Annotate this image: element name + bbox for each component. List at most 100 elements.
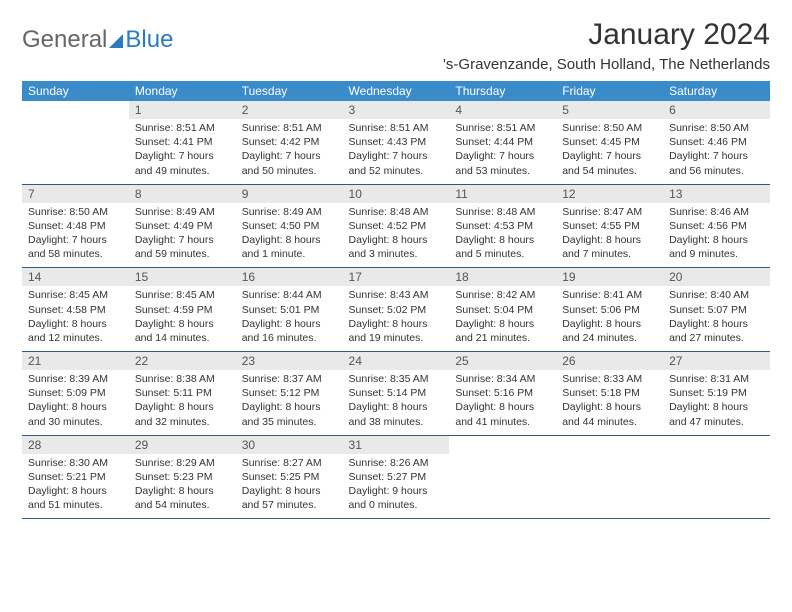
calendar-day-cell: 23Sunrise: 8:37 AMSunset: 5:12 PMDayligh…: [236, 352, 343, 436]
sunrise-line: Sunrise: 8:51 AM: [349, 121, 444, 135]
day-body: Sunrise: 8:43 AMSunset: 5:02 PMDaylight:…: [343, 286, 450, 351]
sunrise-line: Sunrise: 8:47 AM: [562, 205, 657, 219]
calendar-day-cell: 19Sunrise: 8:41 AMSunset: 5:06 PMDayligh…: [556, 268, 663, 352]
brand-part1: General: [22, 26, 107, 54]
sunset-line: Sunset: 5:06 PM: [562, 303, 657, 317]
sunset-line: Sunset: 4:43 PM: [349, 135, 444, 149]
daylight-line: Daylight: 8 hours and 35 minutes.: [242, 400, 337, 428]
sunrise-line: Sunrise: 8:33 AM: [562, 372, 657, 386]
calendar-day-cell: 18Sunrise: 8:42 AMSunset: 5:04 PMDayligh…: [449, 268, 556, 352]
daylight-line: Daylight: 7 hours and 50 minutes.: [242, 149, 337, 177]
sunrise-line: Sunrise: 8:45 AM: [28, 288, 123, 302]
day-body: Sunrise: 8:31 AMSunset: 5:19 PMDaylight:…: [663, 370, 770, 435]
sunset-line: Sunset: 5:11 PM: [135, 386, 230, 400]
sunrise-line: Sunrise: 8:50 AM: [669, 121, 764, 135]
calendar-day-cell: [663, 435, 770, 519]
day-number: 1: [129, 101, 236, 119]
day-body: Sunrise: 8:50 AMSunset: 4:48 PMDaylight:…: [22, 203, 129, 268]
brand-part2: Blue: [125, 26, 173, 54]
daylight-line: Daylight: 8 hours and 24 minutes.: [562, 317, 657, 345]
daylight-line: Daylight: 8 hours and 5 minutes.: [455, 233, 550, 261]
daylight-line: Daylight: 8 hours and 21 minutes.: [455, 317, 550, 345]
day-body: Sunrise: 8:44 AMSunset: 5:01 PMDaylight:…: [236, 286, 343, 351]
sunset-line: Sunset: 4:53 PM: [455, 219, 550, 233]
daylight-line: Daylight: 8 hours and 57 minutes.: [242, 484, 337, 512]
sunrise-line: Sunrise: 8:27 AM: [242, 456, 337, 470]
sunrise-line: Sunrise: 8:51 AM: [242, 121, 337, 135]
sunset-line: Sunset: 5:18 PM: [562, 386, 657, 400]
day-body: Sunrise: 8:39 AMSunset: 5:09 PMDaylight:…: [22, 370, 129, 435]
header: General Blue January 2024 's-Gravenzande…: [22, 18, 770, 73]
day-body: Sunrise: 8:38 AMSunset: 5:11 PMDaylight:…: [129, 370, 236, 435]
daylight-line: Daylight: 8 hours and 30 minutes.: [28, 400, 123, 428]
daylight-line: Daylight: 9 hours and 0 minutes.: [349, 484, 444, 512]
calendar-day-cell: 10Sunrise: 8:48 AMSunset: 4:52 PMDayligh…: [343, 184, 450, 268]
day-body: Sunrise: 8:48 AMSunset: 4:52 PMDaylight:…: [343, 203, 450, 268]
day-body: Sunrise: 8:51 AMSunset: 4:42 PMDaylight:…: [236, 119, 343, 184]
day-number: 10: [343, 185, 450, 203]
sunset-line: Sunset: 5:19 PM: [669, 386, 764, 400]
day-body: Sunrise: 8:48 AMSunset: 4:53 PMDaylight:…: [449, 203, 556, 268]
daylight-line: Daylight: 7 hours and 49 minutes.: [135, 149, 230, 177]
daylight-line: Daylight: 7 hours and 56 minutes.: [669, 149, 764, 177]
sunrise-line: Sunrise: 8:45 AM: [135, 288, 230, 302]
day-number: 19: [556, 268, 663, 286]
calendar-day-cell: 11Sunrise: 8:48 AMSunset: 4:53 PMDayligh…: [449, 184, 556, 268]
day-body: Sunrise: 8:41 AMSunset: 5:06 PMDaylight:…: [556, 286, 663, 351]
sunset-line: Sunset: 4:59 PM: [135, 303, 230, 317]
sunset-line: Sunset: 4:56 PM: [669, 219, 764, 233]
sunset-line: Sunset: 4:42 PM: [242, 135, 337, 149]
calendar-day-cell: [22, 101, 129, 184]
calendar-day-cell: 30Sunrise: 8:27 AMSunset: 5:25 PMDayligh…: [236, 435, 343, 519]
daylight-line: Daylight: 8 hours and 14 minutes.: [135, 317, 230, 345]
day-body: Sunrise: 8:51 AMSunset: 4:41 PMDaylight:…: [129, 119, 236, 184]
sunset-line: Sunset: 5:01 PM: [242, 303, 337, 317]
sunset-line: Sunset: 4:44 PM: [455, 135, 550, 149]
day-number: 27: [663, 352, 770, 370]
calendar-table: SundayMondayTuesdayWednesdayThursdayFrid…: [22, 81, 770, 519]
sunrise-line: Sunrise: 8:48 AM: [455, 205, 550, 219]
day-body: Sunrise: 8:35 AMSunset: 5:14 PMDaylight:…: [343, 370, 450, 435]
calendar-day-cell: 24Sunrise: 8:35 AMSunset: 5:14 PMDayligh…: [343, 352, 450, 436]
calendar-day-cell: 17Sunrise: 8:43 AMSunset: 5:02 PMDayligh…: [343, 268, 450, 352]
sunrise-line: Sunrise: 8:49 AM: [242, 205, 337, 219]
day-number: 15: [129, 268, 236, 286]
calendar-day-cell: 31Sunrise: 8:26 AMSunset: 5:27 PMDayligh…: [343, 435, 450, 519]
sunset-line: Sunset: 5:02 PM: [349, 303, 444, 317]
sunrise-line: Sunrise: 8:51 AM: [135, 121, 230, 135]
daylight-line: Daylight: 8 hours and 32 minutes.: [135, 400, 230, 428]
weekday-header-row: SundayMondayTuesdayWednesdayThursdayFrid…: [22, 81, 770, 101]
daylight-line: Daylight: 7 hours and 59 minutes.: [135, 233, 230, 261]
calendar-week-row: 1Sunrise: 8:51 AMSunset: 4:41 PMDaylight…: [22, 101, 770, 184]
sunrise-line: Sunrise: 8:39 AM: [28, 372, 123, 386]
day-number: 13: [663, 185, 770, 203]
sunset-line: Sunset: 4:48 PM: [28, 219, 123, 233]
day-number: 21: [22, 352, 129, 370]
day-number: 26: [556, 352, 663, 370]
day-body: Sunrise: 8:37 AMSunset: 5:12 PMDaylight:…: [236, 370, 343, 435]
sunrise-line: Sunrise: 8:50 AM: [28, 205, 123, 219]
calendar-day-cell: 16Sunrise: 8:44 AMSunset: 5:01 PMDayligh…: [236, 268, 343, 352]
title-block: January 2024 's-Gravenzande, South Holla…: [443, 18, 770, 73]
day-body: Sunrise: 8:30 AMSunset: 5:21 PMDaylight:…: [22, 454, 129, 519]
calendar-day-cell: 14Sunrise: 8:45 AMSunset: 4:58 PMDayligh…: [22, 268, 129, 352]
daylight-line: Daylight: 7 hours and 58 minutes.: [28, 233, 123, 261]
day-number: 4: [449, 101, 556, 119]
day-body: Sunrise: 8:46 AMSunset: 4:56 PMDaylight:…: [663, 203, 770, 268]
calendar-day-cell: 20Sunrise: 8:40 AMSunset: 5:07 PMDayligh…: [663, 268, 770, 352]
day-number: 14: [22, 268, 129, 286]
sunset-line: Sunset: 4:58 PM: [28, 303, 123, 317]
calendar-body: 1Sunrise: 8:51 AMSunset: 4:41 PMDaylight…: [22, 101, 770, 519]
day-number: 16: [236, 268, 343, 286]
sunset-line: Sunset: 4:46 PM: [669, 135, 764, 149]
calendar-week-row: 14Sunrise: 8:45 AMSunset: 4:58 PMDayligh…: [22, 268, 770, 352]
sunset-line: Sunset: 5:27 PM: [349, 470, 444, 484]
calendar-day-cell: 4Sunrise: 8:51 AMSunset: 4:44 PMDaylight…: [449, 101, 556, 184]
calendar-week-row: 21Sunrise: 8:39 AMSunset: 5:09 PMDayligh…: [22, 352, 770, 436]
day-number: 18: [449, 268, 556, 286]
calendar-day-cell: 6Sunrise: 8:50 AMSunset: 4:46 PMDaylight…: [663, 101, 770, 184]
sunset-line: Sunset: 5:09 PM: [28, 386, 123, 400]
daylight-line: Daylight: 8 hours and 9 minutes.: [669, 233, 764, 261]
weekday-header: Saturday: [663, 81, 770, 101]
day-number: 23: [236, 352, 343, 370]
